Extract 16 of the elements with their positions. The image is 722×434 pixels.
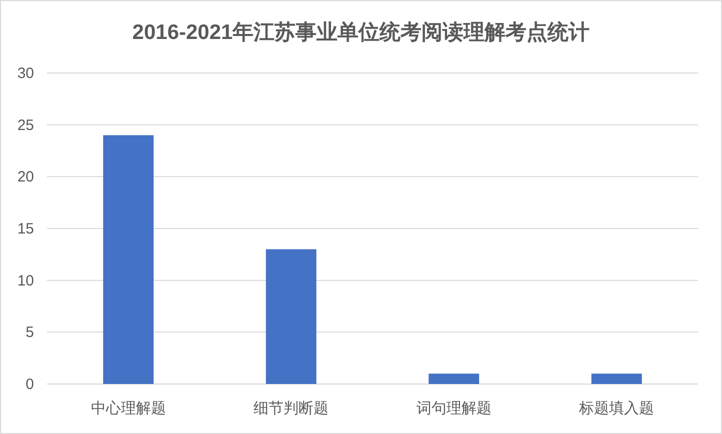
- y-tick-label: 5: [26, 324, 34, 342]
- bar: [266, 249, 316, 384]
- y-tick-label: 15: [17, 220, 34, 238]
- bar: [591, 374, 642, 384]
- x-tick-label: 中心理解题: [90, 400, 166, 417]
- bar: [103, 135, 154, 384]
- y-tick-label: 20: [17, 168, 34, 186]
- x-tick-label: 标题填入题: [578, 400, 654, 417]
- chart-title: 2016-2021年江苏事业单位统考阅读理解考点统计: [132, 20, 590, 44]
- y-tick-label: 10: [17, 272, 34, 290]
- y-tick-label: 25: [17, 116, 34, 134]
- x-tick-label: 细节判断题: [254, 400, 329, 417]
- y-tick-label: 30: [17, 65, 34, 82]
- y-tick-label: 0: [26, 376, 34, 393]
- x-tick-label: 词句理解题: [416, 400, 492, 417]
- bar: [428, 374, 480, 384]
